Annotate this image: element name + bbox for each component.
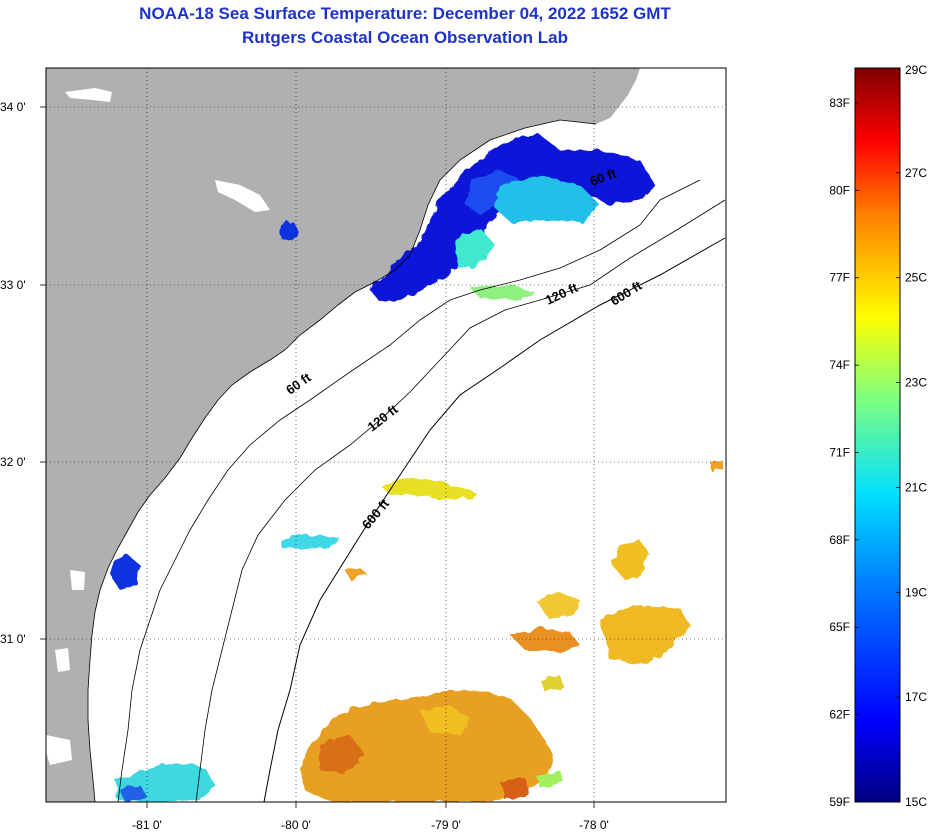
map-panel — [46, 68, 726, 802]
colorbar-fahrenheit-label: 74F — [829, 358, 850, 372]
colorbar-fahrenheit-label: 83F — [829, 96, 850, 110]
isobath-600ft — [263, 237, 726, 802]
colorbar-celsius-label: 21C — [905, 480, 927, 494]
lon-label: -81 0' — [132, 818, 162, 832]
lon-label: -78 0' — [579, 818, 609, 832]
colorbar-fahrenheit-label: 62F — [829, 708, 850, 722]
lon-label: -80 0' — [281, 818, 311, 832]
colorbar-celsius-label: 15C — [905, 795, 927, 809]
colorbar-celsius-label: 29C — [905, 63, 927, 77]
map-ticks — [40, 106, 595, 808]
graticule — [46, 68, 726, 802]
colorbar-fahrenheit-label: 68F — [829, 533, 850, 547]
isobath-120ft — [195, 199, 726, 802]
colorbar: 29C 27C 25C 23C 21C 19C 17C 15C 83F 80F 77F 74F 71F… — [829, 63, 927, 809]
land-mass — [46, 68, 640, 802]
coastline — [87, 119, 597, 802]
colorbar-celsius-label: 17C — [905, 690, 927, 704]
colorbar-fahrenheit-label: 65F — [829, 620, 850, 634]
colorbar-fahrenheit-label: 77F — [829, 271, 850, 285]
lat-label: 33 0' — [0, 278, 26, 292]
colorbar-celsius-label: 19C — [905, 585, 927, 599]
map-title: NOAA-18 Sea Surface Temperature: Decembe… — [139, 4, 671, 23]
colorbar-fahrenheit-label: 80F — [829, 183, 850, 197]
map-subtitle: Rutgers Coastal Ocean Observation Lab — [242, 28, 568, 47]
lat-label: 31 0' — [0, 632, 26, 646]
lon-label: -79 0' — [431, 818, 461, 832]
colorbar-fahrenheit-label: 59F — [829, 795, 850, 809]
colorbar-celsius-label: 25C — [905, 271, 927, 285]
colorbar-fahrenheit-label: 71F — [829, 445, 850, 459]
colorbar-celsius-label: 27C — [905, 166, 927, 180]
lat-label: 32 0' — [0, 455, 26, 469]
isobath-60ft — [117, 179, 701, 802]
no-data-specks — [46, 88, 270, 765]
colorbar-celsius-label: 23C — [905, 376, 927, 390]
lat-label: 34 0' — [0, 100, 26, 114]
